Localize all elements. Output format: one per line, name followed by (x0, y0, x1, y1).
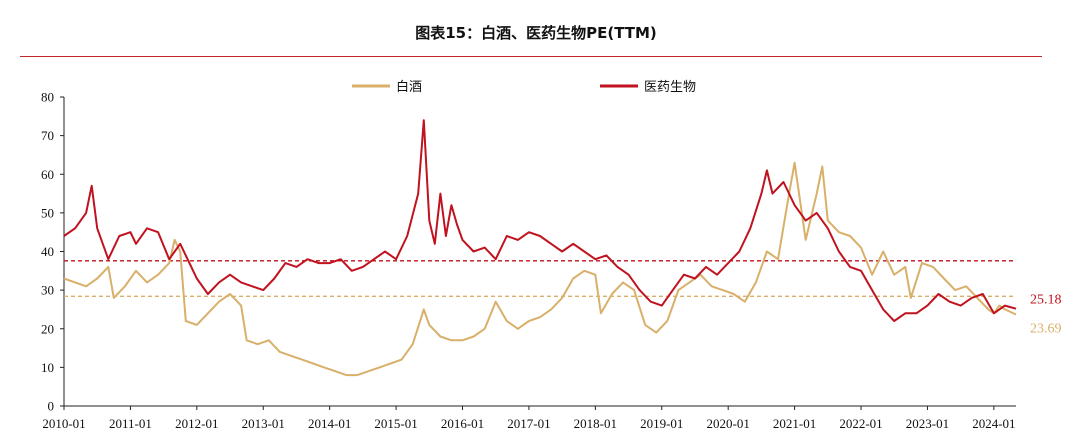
x-tick-label: 2021-01 (773, 416, 816, 431)
y-tick-label: 60 (41, 167, 54, 182)
chart-title: 图表15：白酒、医药生物PE(TTM) (415, 24, 657, 42)
x-tick-label: 2023-01 (906, 416, 949, 431)
x-tick-label: 2010-01 (42, 416, 85, 431)
y-tick-label: 70 (41, 128, 54, 143)
x-tick-label: 2013-01 (242, 416, 285, 431)
x-tick-label: 2012-01 (175, 416, 218, 431)
title-divider (20, 56, 1042, 57)
x-tick-label: 2014-01 (308, 416, 351, 431)
end-value-label-1: 25.18 (1030, 293, 1062, 308)
y-tick-label: 50 (41, 205, 54, 220)
x-tick-label: 2022-01 (839, 416, 882, 431)
x-tick-label: 2024-01 (972, 416, 1015, 431)
end-value-label-0: 23.69 (1030, 322, 1062, 337)
y-tick-label: 20 (41, 321, 54, 336)
x-tick-label: 2017-01 (507, 416, 550, 431)
y-tick-label: 30 (41, 283, 54, 298)
series-line-1 (63, 119, 1017, 322)
legend-label-1: 医药生物 (644, 80, 696, 95)
x-tick-label: 2016-01 (441, 416, 484, 431)
y-tick-label: 40 (41, 244, 54, 259)
x-tick-label: 2019-01 (640, 416, 683, 431)
series-line-0 (63, 161, 1017, 377)
x-tick-label: 2011-01 (109, 416, 152, 431)
x-tick-label: 2015-01 (374, 416, 417, 431)
y-tick-label: 80 (41, 90, 54, 105)
x-tick-label: 2020-01 (707, 416, 750, 431)
y-tick-label: 10 (41, 360, 54, 375)
x-tick-label: 2018-01 (574, 416, 617, 431)
legend-label-0: 白酒 (396, 79, 422, 95)
y-tick-label: 0 (48, 399, 55, 414)
